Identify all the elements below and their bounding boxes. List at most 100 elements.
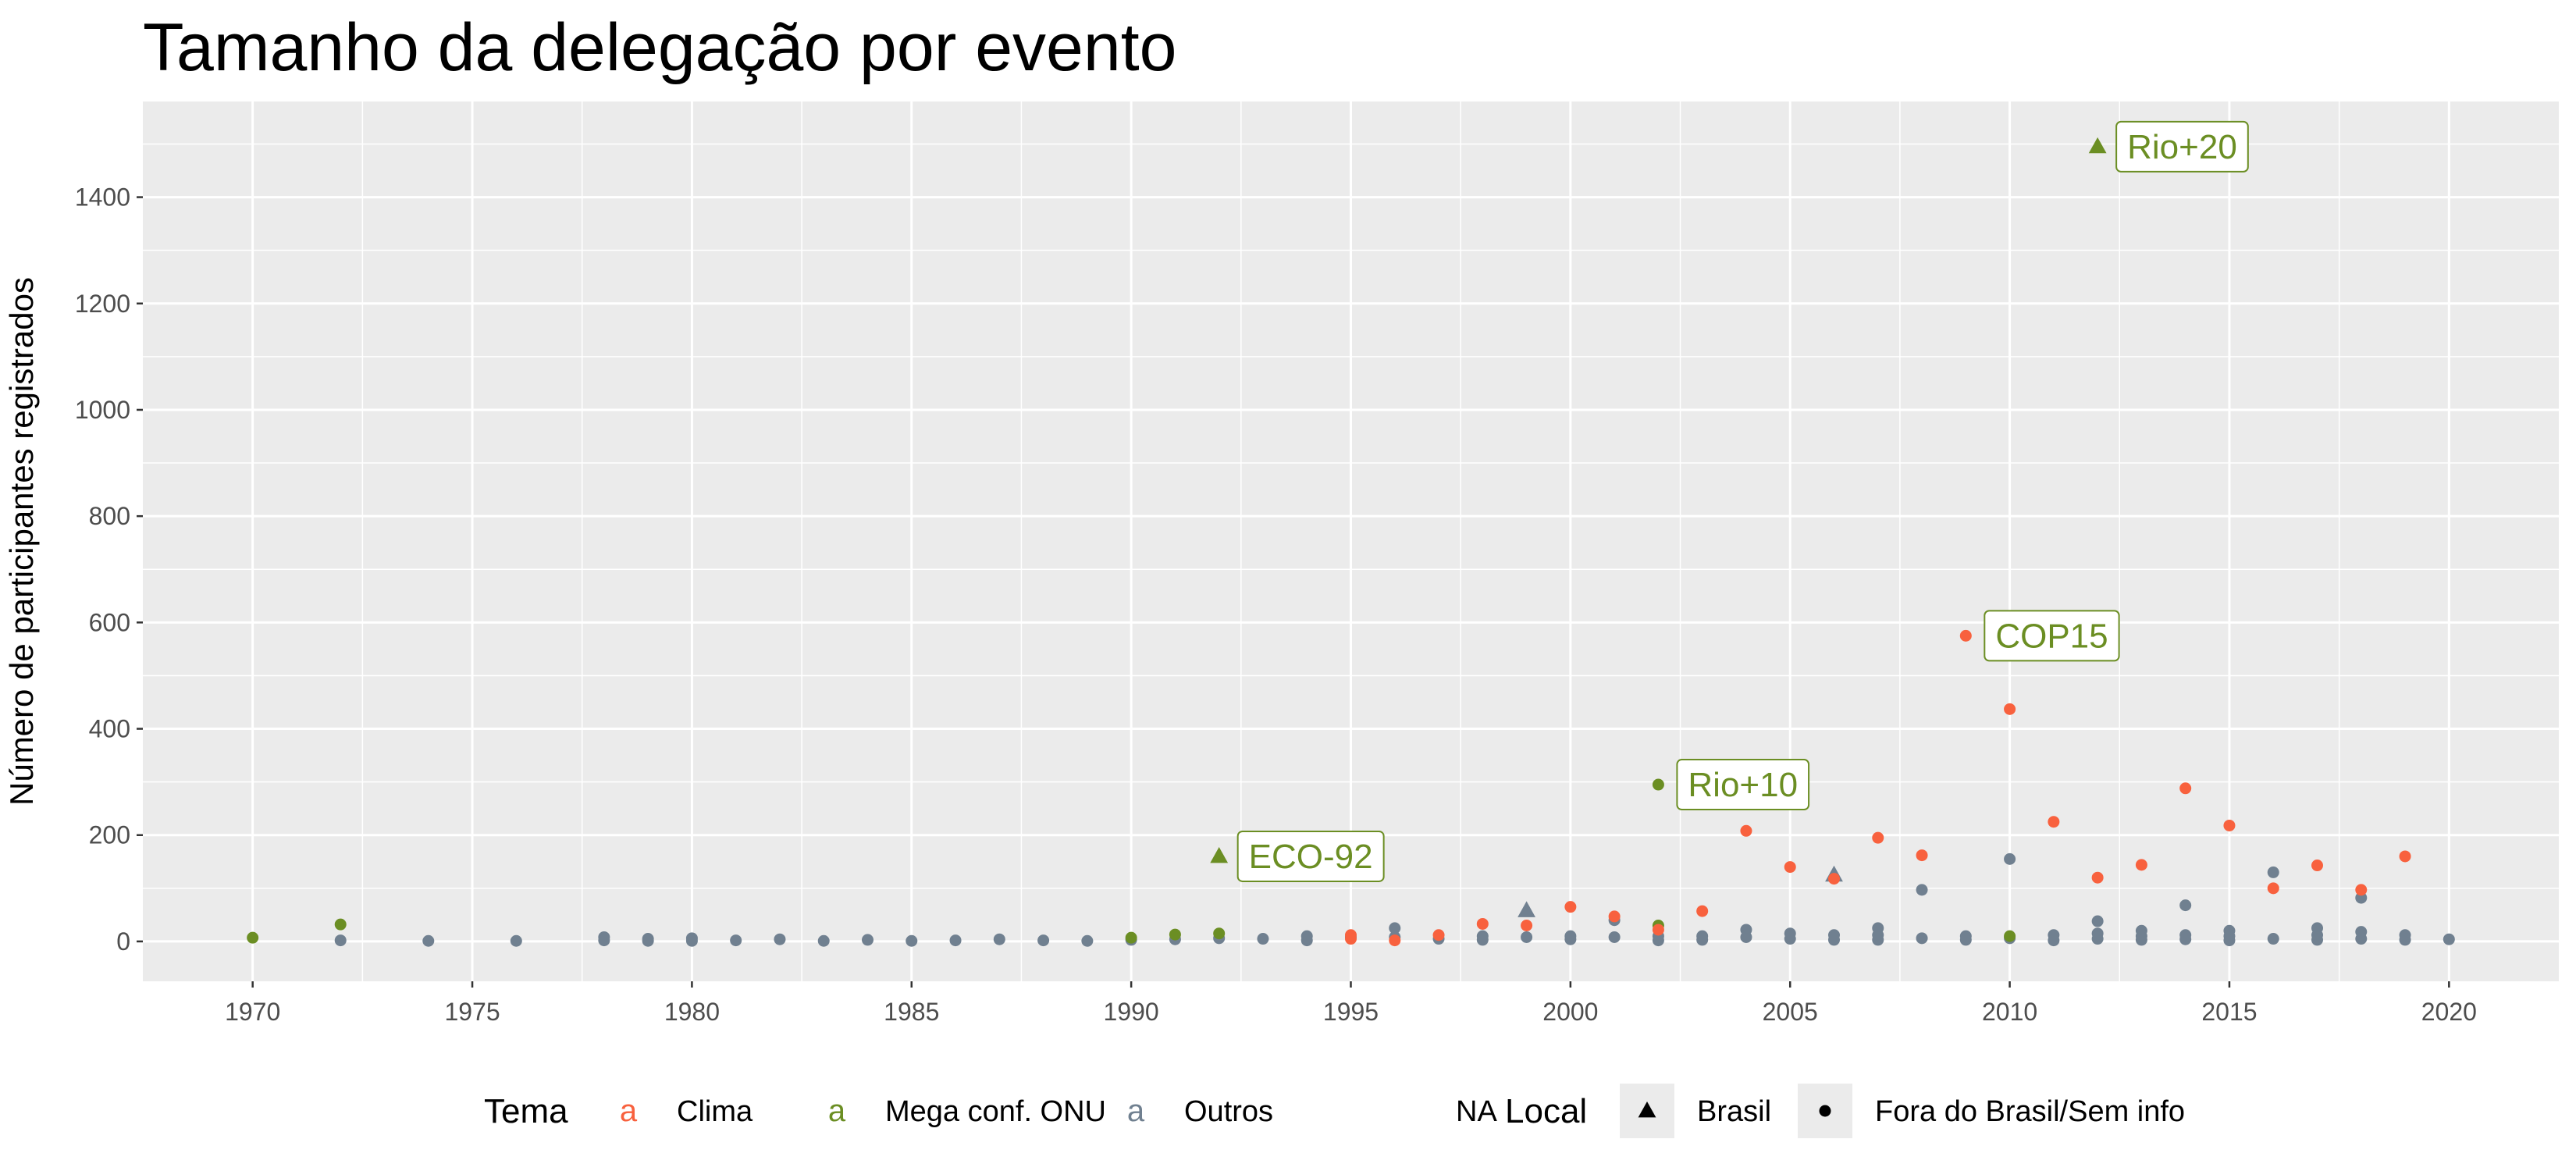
- chart-title: Tamanho da delegação por evento: [143, 10, 1177, 85]
- data-point: [1652, 924, 1664, 936]
- annotation-text: Rio+20: [2127, 128, 2237, 166]
- data-point: [906, 934, 918, 947]
- annotation-text: Rio+10: [1688, 766, 1798, 804]
- data-point: [1081, 934, 1094, 947]
- data-point: [2004, 930, 2016, 942]
- legend-label: Clima: [677, 1095, 753, 1128]
- data-point: [1608, 910, 1621, 923]
- annotation-label: Rio+10: [1676, 759, 1810, 811]
- data-point: [2399, 850, 2411, 863]
- annotation-label: COP15: [1984, 610, 2120, 662]
- data-point: [2179, 899, 2192, 912]
- legend-label: Brasil: [1697, 1095, 1771, 1128]
- data-point: [1213, 927, 1226, 940]
- legend-label: NA: [1456, 1095, 1497, 1128]
- annotation-box: [1984, 610, 2120, 662]
- legend-label: Fora do Brasil/Sem info: [1875, 1095, 2185, 1128]
- data-point: [685, 934, 698, 947]
- data-point: [862, 934, 873, 946]
- data-point: [1389, 934, 1401, 947]
- annotation-box: [1236, 830, 1385, 882]
- annotation-label: ECO-92: [1236, 830, 1385, 882]
- data-point: [247, 931, 259, 944]
- data-point-triangle: [1517, 901, 1535, 917]
- x-tick-label: 2020: [2421, 998, 2477, 1026]
- data-point: [2223, 934, 2236, 947]
- legend-key: a: [620, 1094, 638, 1128]
- x-tick-label: 1980: [664, 998, 720, 1026]
- annotation-text: COP15: [1995, 617, 2108, 655]
- data-point: [1521, 931, 1533, 943]
- data-point-triangle: [2088, 137, 2107, 154]
- data-point: [1740, 824, 1752, 837]
- data-point-triangle: [1210, 846, 1229, 863]
- data-point: [730, 934, 742, 947]
- legend-label: Mega conf. ONU: [885, 1095, 1106, 1128]
- x-tick-label: 2005: [1763, 998, 1818, 1026]
- data-point: [2267, 866, 2279, 878]
- data-point: [1564, 933, 1577, 945]
- y-tick-label: 600: [89, 608, 130, 636]
- x-tick-label: 2010: [1982, 998, 2037, 1026]
- annotation-label: Rio+20: [2115, 120, 2249, 173]
- data-point: [1652, 778, 1664, 791]
- y-tick-label: 1000: [75, 396, 130, 424]
- data-point: [774, 933, 786, 945]
- y-tick-label: 400: [89, 715, 130, 743]
- x-tick-label: 1975: [444, 998, 500, 1026]
- legend-label: Outros: [1184, 1095, 1273, 1128]
- y-axis-title: Número de participantes registrados: [3, 277, 40, 806]
- y-tick-label: 800: [89, 502, 130, 530]
- legend-title-tema: Tema: [484, 1092, 568, 1130]
- data-point: [2355, 933, 2368, 945]
- axes: 1970 1975 1980 1985 1990 1995 2000 2005 2010 2015…: [75, 183, 2477, 1026]
- data-points: [247, 137, 2455, 947]
- data-point: [2135, 859, 2147, 871]
- annotation-box: [1676, 759, 1810, 811]
- data-point: [2091, 871, 2104, 884]
- data-point: [1959, 629, 1972, 642]
- data-point: [422, 934, 435, 947]
- data-point: [1564, 901, 1577, 913]
- data-point: [2135, 934, 2147, 946]
- legend-key-circle: [1819, 1105, 1831, 1117]
- data-point: [1872, 934, 1884, 946]
- data-point: [1608, 931, 1621, 943]
- data-point: [1872, 831, 1884, 844]
- data-point: [1740, 931, 1752, 943]
- data-point: [949, 934, 962, 947]
- x-tick-label: 1990: [1104, 998, 1159, 1026]
- data-point: [1345, 933, 1357, 945]
- data-point: [1300, 934, 1313, 947]
- data-point: [2179, 782, 2192, 795]
- data-point: [1432, 929, 1445, 941]
- data-point: [1257, 933, 1269, 945]
- data-point: [2004, 703, 2016, 715]
- x-tick-label: 2000: [1542, 998, 1598, 1026]
- data-point: [2267, 933, 2279, 945]
- data-point: [1784, 933, 1796, 945]
- data-point: [1916, 884, 1928, 896]
- data-point: [2311, 934, 2323, 946]
- data-point: [2311, 860, 2323, 872]
- x-tick-label: 2015: [2201, 998, 2257, 1026]
- data-point: [510, 934, 522, 947]
- data-point: [1476, 934, 1489, 946]
- legend-key: a: [1127, 1094, 1145, 1128]
- annotation-text: ECO-92: [1249, 838, 1373, 876]
- data-point: [993, 933, 1005, 945]
- data-point: [2004, 852, 2016, 865]
- data-point: [2048, 934, 2060, 947]
- data-point: [1828, 934, 1840, 946]
- data-point: [334, 918, 347, 931]
- annotation-box: [2115, 120, 2249, 173]
- data-point: [1916, 849, 1928, 862]
- data-point: [2355, 884, 2368, 896]
- data-point: [817, 934, 830, 947]
- data-point: [1389, 922, 1401, 934]
- data-point: [2091, 933, 2104, 945]
- data-point: [2179, 933, 2192, 945]
- data-point: [334, 934, 347, 947]
- data-point: [1696, 905, 1709, 917]
